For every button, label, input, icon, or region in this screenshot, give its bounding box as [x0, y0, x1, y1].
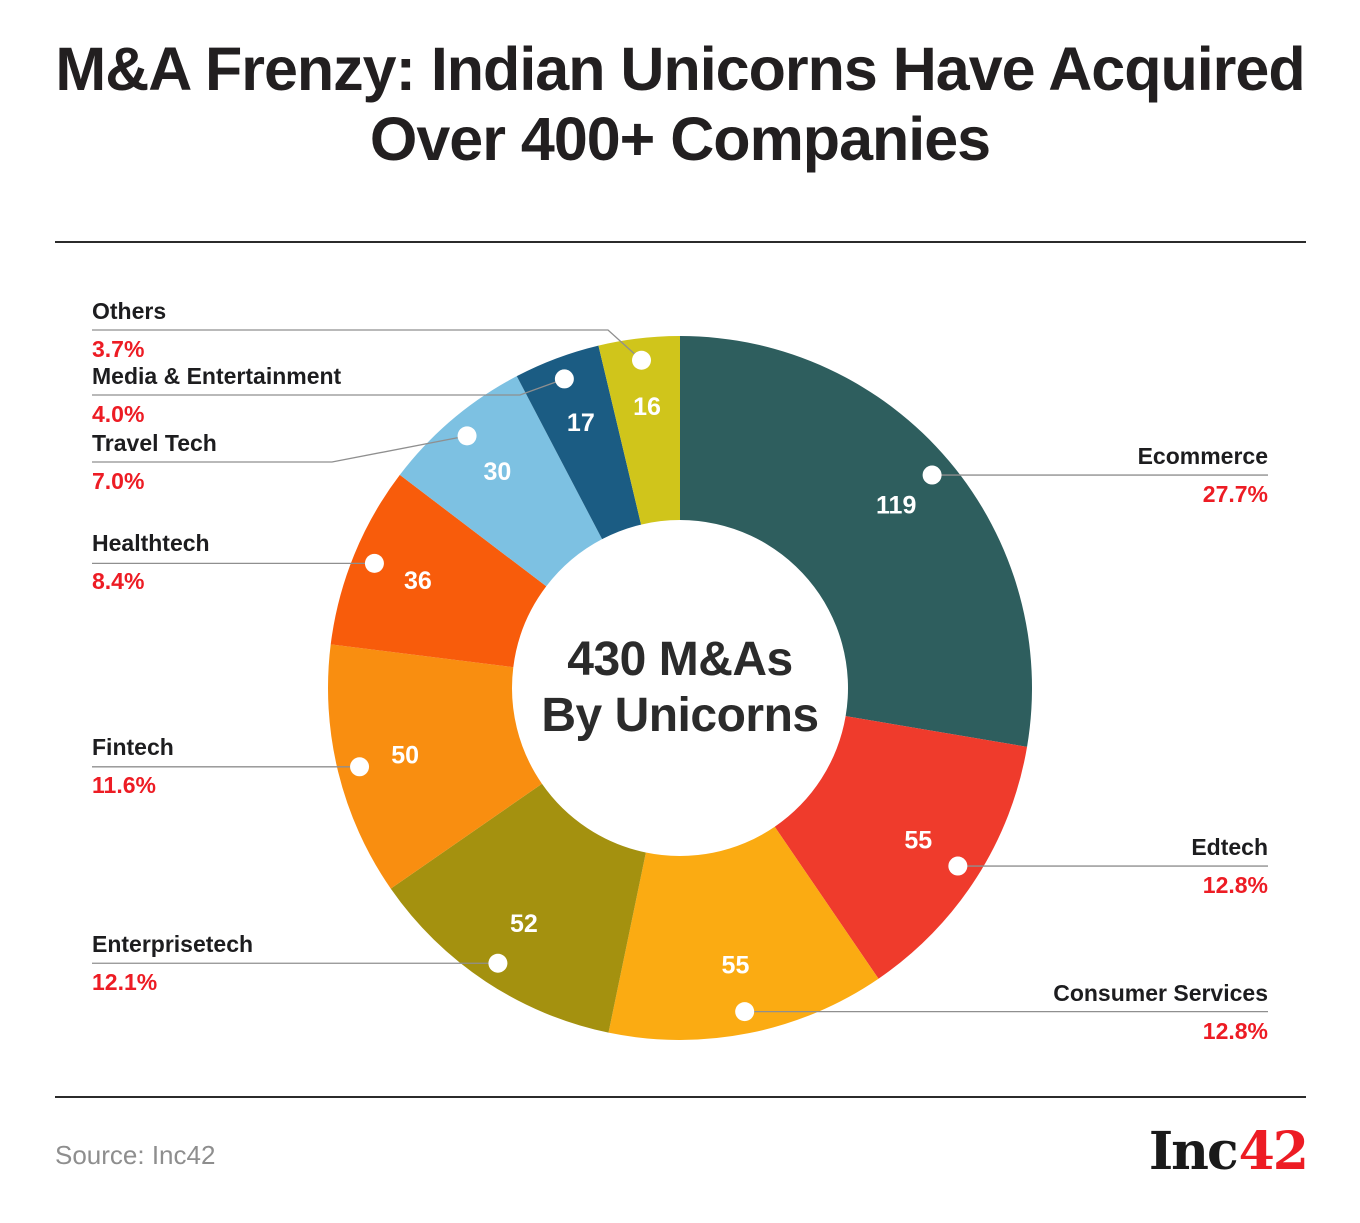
- segment-pct: 27.7%: [1202, 481, 1268, 507]
- donut-center-label: 430 M&As By Unicorns: [480, 632, 880, 744]
- donut-segment-travel-tech: [399, 376, 603, 587]
- label-edtech: Edtech 12.8%: [1191, 834, 1268, 898]
- leader-dot-edtech: [948, 856, 968, 876]
- segment-name: Edtech: [1191, 834, 1268, 860]
- segment-pct: 12.1%: [92, 969, 158, 995]
- donut-segment-ecommerce: [680, 336, 1032, 747]
- segment-value-others: 16: [633, 393, 661, 421]
- label-travel-tech: Travel Tech 7.0%: [92, 430, 217, 494]
- segment-name: Others: [92, 298, 167, 324]
- label-enterprisetech: Enterprisetech 12.1%: [92, 931, 253, 995]
- leader-line-travel-tech: [92, 435, 468, 463]
- segment-pct: 12.8%: [1202, 872, 1268, 898]
- segment-name: Ecommerce: [1137, 443, 1268, 469]
- segment-value-ecommerce: 119: [876, 491, 916, 519]
- segment-name: Enterprisetech: [92, 931, 254, 957]
- donut-segment-consumer-services: [608, 826, 879, 1040]
- page-title: M&A Frenzy: Indian Unicorns Have Acquire…: [55, 35, 1305, 173]
- donut-segment-fintech: [328, 644, 542, 889]
- leader-dot-consumer-services: [735, 1002, 755, 1022]
- leader-dot-media-entertainment: [554, 369, 574, 389]
- leader-dot-enterprisetech: [488, 953, 508, 973]
- segment-value-consumer-services: 55: [722, 952, 750, 980]
- label-consumer-services: Consumer Services 12.8%: [1053, 980, 1268, 1044]
- label-healthtech: Healthtech 8.4%: [92, 530, 210, 594]
- segment-value-fintech: 50: [391, 742, 419, 770]
- segment-name: Consumer Services: [1053, 980, 1268, 1006]
- segment-value-healthtech: 36: [404, 567, 432, 595]
- segment-name: Fintech: [92, 734, 174, 760]
- label-ecommerce: Ecommerce 27.7%: [1138, 443, 1268, 507]
- label-media-entertainment: Media & Entertainment 4.0%: [92, 363, 341, 427]
- leader-dot-others: [632, 350, 652, 370]
- segment-pct: 7.0%: [92, 468, 145, 494]
- label-others: Others 3.7%: [92, 298, 166, 362]
- segment-pct: 3.7%: [92, 336, 145, 362]
- donut-segment-enterprisetech: [390, 783, 646, 1033]
- segment-pct: 12.8%: [1202, 1018, 1268, 1044]
- segment-name: Media & Entertainment: [92, 363, 342, 389]
- segment-name: Travel Tech: [92, 430, 217, 456]
- source-text: Source: Inc42: [55, 1140, 216, 1170]
- donut-segment-others: [598, 336, 680, 525]
- center-label-line1: 430 M&As: [567, 633, 793, 686]
- segment-value-edtech: 55: [904, 827, 932, 855]
- segment-pct: 8.4%: [92, 568, 145, 594]
- inc42-logo: Inc42: [1148, 1121, 1309, 1182]
- segment-value-travel-tech: 30: [483, 458, 511, 486]
- leader-dot-travel-tech: [457, 426, 477, 446]
- leader-line-others: [92, 329, 642, 361]
- donut-segment-media-entertainment: [516, 345, 642, 540]
- center-label-line2: By Unicorns: [541, 689, 819, 742]
- logo-inc: Inc: [1148, 1121, 1239, 1182]
- logo-42: 42: [1238, 1121, 1309, 1182]
- segment-pct: 11.6%: [92, 772, 156, 798]
- leader-dot-fintech: [350, 757, 370, 777]
- segment-value-media-entertainment: 17: [567, 409, 595, 437]
- leader-line-media-entertainment: [92, 378, 565, 396]
- leader-dot-ecommerce: [922, 465, 942, 485]
- top-divider: [55, 241, 1306, 243]
- donut-segment-healthtech: [330, 474, 547, 668]
- donut-segment-edtech: [774, 716, 1028, 979]
- segment-name: Healthtech: [92, 530, 210, 556]
- segment-value-enterprisetech: 52: [510, 910, 538, 938]
- leader-dot-healthtech: [364, 553, 384, 573]
- label-fintech: Fintech 11.6%: [92, 734, 174, 798]
- segment-pct: 4.0%: [92, 401, 145, 427]
- bottom-divider: [55, 1096, 1306, 1098]
